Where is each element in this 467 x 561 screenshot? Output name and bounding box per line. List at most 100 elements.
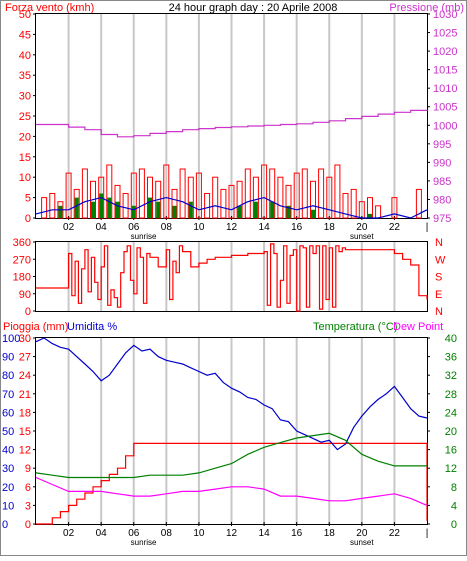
- direction-compass-label: N: [435, 237, 443, 249]
- gust-bar: [91, 202, 95, 218]
- gust-bar: [311, 210, 315, 218]
- gust-bar: [116, 202, 120, 218]
- gust-bar: [156, 202, 160, 218]
- x-tick-end: |: [426, 222, 429, 233]
- x-tick-label: 14: [259, 528, 271, 539]
- temperature-tick-label: 36: [445, 352, 457, 364]
- y2-tick-label: 1025: [433, 28, 457, 40]
- humidity-tick-label: 40: [2, 445, 14, 457]
- y-tick-label: 45: [19, 29, 31, 41]
- temperature-tick-label: 24: [445, 407, 457, 419]
- gust-bar: [75, 198, 79, 218]
- x-tick-label: 18: [324, 222, 336, 233]
- x-tick-end: |: [426, 528, 429, 539]
- y2-tick-label: 985: [433, 176, 451, 188]
- humidity-tick-label: 70: [2, 389, 14, 401]
- temperature-tick-label: 28: [445, 389, 457, 401]
- y-tick-label: 35: [19, 70, 31, 82]
- x-tick-label: 10: [193, 528, 205, 539]
- sunset-label: sunset: [350, 538, 374, 547]
- rain-tick-label: 27: [19, 352, 31, 364]
- y-tick-label: 15: [19, 152, 31, 164]
- y-tick-label: 5: [25, 193, 31, 205]
- rain-tick-label: 15: [19, 426, 31, 438]
- direction-compass-label: N: [435, 306, 443, 318]
- humidity-tick-label: 30: [2, 463, 14, 475]
- x-tick-label: 02: [63, 222, 75, 233]
- rain-tick-label: 6: [25, 482, 31, 494]
- y2-tick-label: 1015: [433, 65, 457, 77]
- x-tick-label: 22: [389, 222, 401, 233]
- y2-tick-label: 1010: [433, 83, 457, 95]
- x-tick-label: 14: [259, 222, 271, 233]
- y-tick-label: 25: [19, 111, 31, 123]
- humidity-tick-label: 10: [2, 500, 14, 512]
- humidity-tick-label: 100: [2, 333, 20, 345]
- gust-bar: [132, 206, 136, 218]
- y2-tick-label: 980: [433, 194, 451, 206]
- temperature-tick-label: 8: [451, 482, 457, 494]
- y-tick-label: 40: [19, 50, 31, 62]
- y2-tick-label: 975: [433, 213, 451, 225]
- temperature-tick-label: 32: [445, 370, 457, 382]
- gust-bar: [173, 206, 177, 218]
- temperature-axis-title: Temperatura (°C): [313, 321, 397, 333]
- direction-compass-label: S: [435, 272, 442, 284]
- x-tick-label: 16: [291, 528, 303, 539]
- x-tick-label: 04: [96, 528, 108, 539]
- x-tick-label: 22: [389, 528, 401, 539]
- direction-degree-label: 90: [19, 289, 31, 301]
- rain-tick-label: 12: [19, 445, 31, 457]
- direction-degree-label: 270: [13, 254, 31, 266]
- temperature-tick-label: 12: [445, 463, 457, 475]
- temperature-tick-label: 0: [451, 519, 457, 531]
- x-tick-label: 04: [96, 222, 108, 233]
- gust-bar: [189, 202, 193, 218]
- gust-bar: [270, 202, 274, 218]
- direction-degree-label: 360: [13, 237, 31, 249]
- gust-bar: [254, 202, 258, 218]
- rain-axis-title: Pioggia (mm): [3, 321, 68, 333]
- sunrise-label: sunrise: [131, 538, 157, 547]
- humidity-tick-label: 20: [2, 482, 14, 494]
- rain-tick-label: 3: [25, 500, 31, 512]
- rain-tick-label: 0: [25, 519, 31, 531]
- y2-tick-label: 995: [433, 139, 451, 151]
- sunrise-label: sunrise: [131, 232, 157, 241]
- x-tick-label: 12: [226, 222, 238, 233]
- sunset-label: sunset: [350, 232, 374, 241]
- gust-bar: [148, 198, 152, 218]
- y-tick-label: 0: [25, 213, 31, 225]
- direction-compass-label: W: [435, 254, 446, 266]
- x-tick-label: 02: [63, 528, 75, 539]
- y2-tick-label: 1020: [433, 46, 457, 58]
- temperature-tick-label: 40: [445, 333, 457, 345]
- x-tick-label: 08: [161, 528, 173, 539]
- humidity-axis-title: Umidita %: [67, 321, 117, 333]
- humidity-tick-label: 90: [2, 352, 14, 364]
- humidity-tick-label: 0: [2, 519, 8, 531]
- direction-compass-label: E: [435, 289, 442, 301]
- y-tick-label: 50: [19, 9, 31, 21]
- direction-degree-label: 0: [25, 306, 31, 318]
- humidity-tick-label: 50: [2, 426, 14, 438]
- rain-tick-label: 18: [19, 407, 31, 419]
- gust-bar: [58, 206, 62, 218]
- x-tick-label: 12: [226, 528, 238, 539]
- x-tick-label: 10: [193, 222, 205, 233]
- gust-bar: [238, 206, 242, 218]
- x-tick-label: 18: [324, 528, 336, 539]
- y2-tick-label: 1005: [433, 102, 457, 114]
- y-tick-label: 20: [19, 131, 31, 143]
- temperature-tick-label: 16: [445, 445, 457, 457]
- y-tick-label: 10: [19, 172, 31, 184]
- gust-bar: [368, 214, 372, 218]
- rain-tick-label: 21: [19, 389, 31, 401]
- x-tick-label: 08: [161, 222, 173, 233]
- rain-tick-label: 24: [19, 370, 31, 382]
- temperature-tick-label: 4: [451, 500, 457, 512]
- temperature-tick-label: 20: [445, 426, 457, 438]
- humidity-tick-label: 60: [2, 407, 14, 419]
- chart-title: 24 hour graph day : 20 Aprile 2008: [169, 2, 338, 14]
